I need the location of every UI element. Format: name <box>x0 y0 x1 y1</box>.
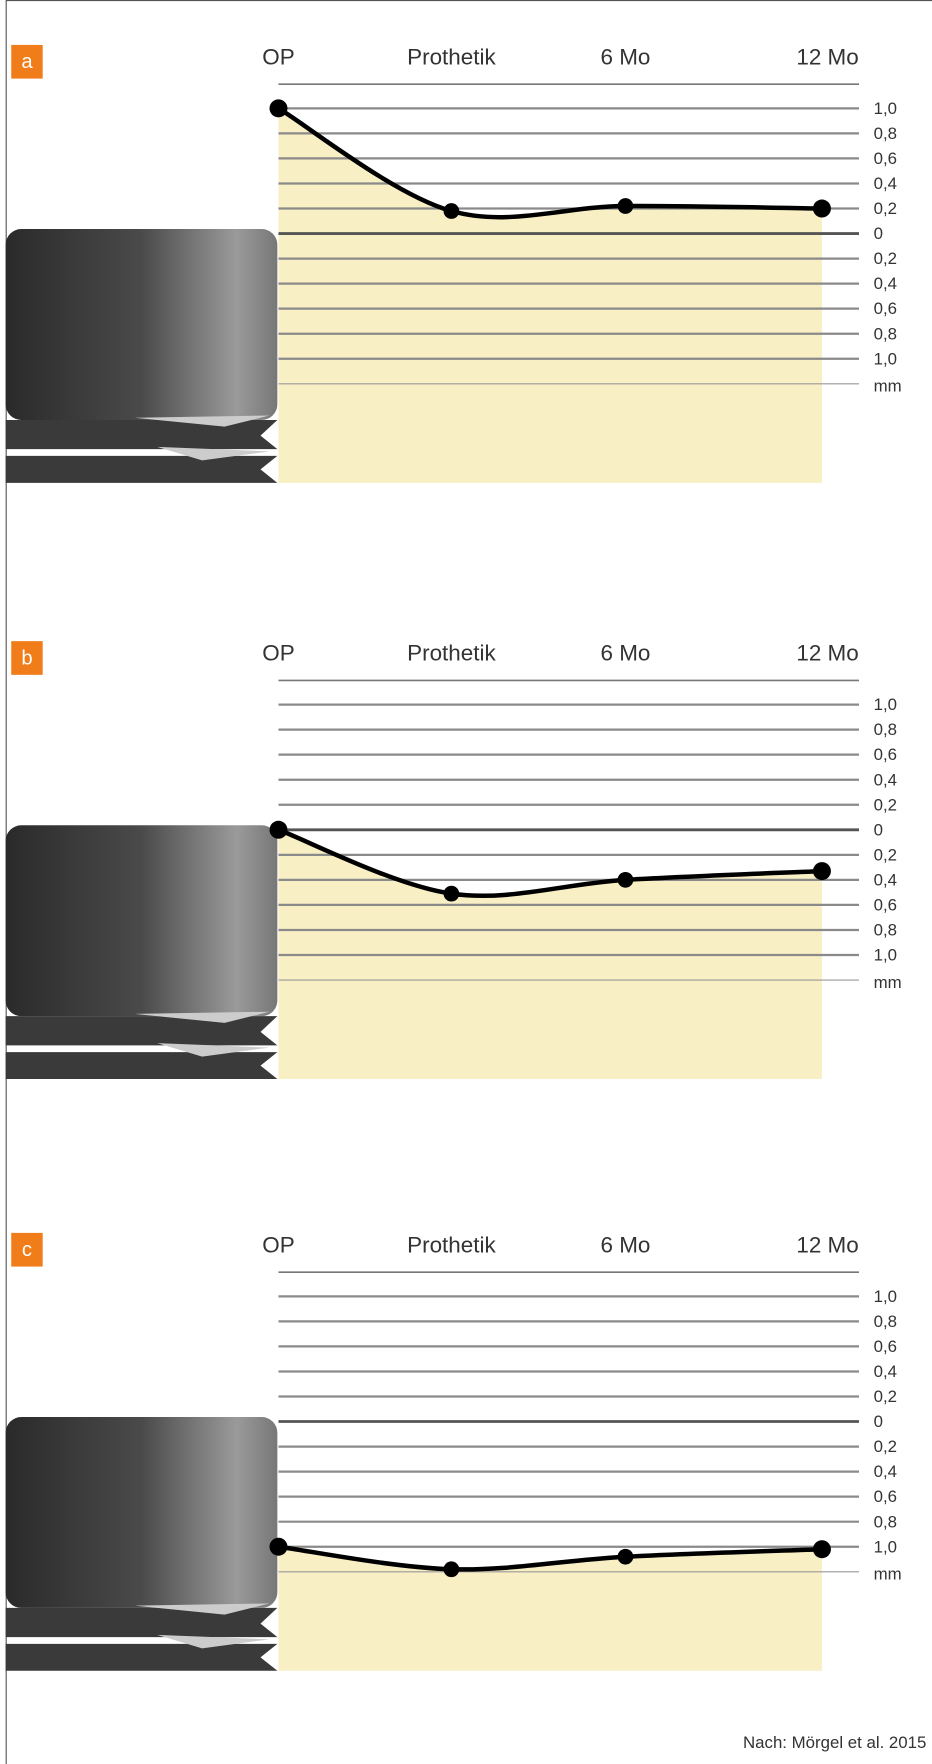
x-tick-label: OP <box>262 1232 294 1257</box>
x-tick-label: Prothetik <box>407 1232 496 1257</box>
y-tick-label: 0,8 <box>874 324 897 343</box>
x-tick-label: 6 Mo <box>600 641 650 666</box>
y-tick-label: 0,8 <box>874 1512 897 1531</box>
y-axis-label: mm <box>874 377 902 396</box>
y-tick-label: 0,2 <box>874 795 897 814</box>
y-tick-label: 0,8 <box>874 921 897 940</box>
y-tick-label: 0,8 <box>874 720 897 739</box>
y-tick-label: 0,6 <box>874 149 897 168</box>
point <box>812 1540 831 1559</box>
panel-label: b <box>21 647 32 669</box>
point <box>812 199 831 218</box>
y-tick-label: 0 <box>874 820 883 839</box>
x-tick-label: 12 Mo <box>796 44 858 69</box>
y-tick-label: 0,6 <box>874 1487 897 1506</box>
implant-thread <box>5 1016 278 1080</box>
y-tick-label: 1,0 <box>874 1537 897 1556</box>
point <box>269 1537 288 1556</box>
implant-highlight <box>134 415 270 461</box>
y-tick-label: 0,2 <box>874 1387 897 1406</box>
implant <box>5 229 278 420</box>
line <box>278 1544 823 1572</box>
y-tick-label: 0,8 <box>874 1312 897 1331</box>
implant-highlight <box>134 1603 270 1649</box>
x-tick-label: 6 Mo <box>600 1232 650 1257</box>
line <box>277 106 822 220</box>
y-tick-label: 0,6 <box>874 745 897 764</box>
y-tick-label: 1,0 <box>874 946 897 965</box>
y-tick-label: 0,4 <box>874 1462 897 1481</box>
point <box>443 203 460 219</box>
y-tick-label: 0,2 <box>874 199 897 218</box>
panel-badge <box>11 1232 43 1267</box>
panel-badge <box>11 44 43 79</box>
y-tick-label: 1,0 <box>874 1287 897 1306</box>
y-tick-label: 1,0 <box>874 349 897 368</box>
point <box>443 1561 460 1578</box>
y-tick-label: 0,6 <box>874 1337 897 1356</box>
area <box>278 108 822 483</box>
y-tick-label: 0,4 <box>874 1362 897 1381</box>
y-tick-label: 0,2 <box>874 1437 897 1456</box>
point <box>269 99 288 118</box>
y-tick-label: 0,2 <box>874 845 897 864</box>
y-tick-label: 0,4 <box>874 174 897 193</box>
y-tick-label: 1,0 <box>874 99 897 118</box>
y-tick-label: 0,8 <box>874 124 897 143</box>
x-tick-label: Prothetik <box>407 44 496 69</box>
implant-thread <box>5 419 278 483</box>
panel-badge <box>11 641 43 675</box>
y-axis-label: mm <box>874 1565 902 1584</box>
implant-thread <box>5 1607 278 1671</box>
point <box>617 1548 634 1565</box>
y-tick-label: 0,4 <box>874 274 897 293</box>
panel-label: a <box>21 51 33 73</box>
y-tick-label: 0,2 <box>874 249 897 268</box>
point <box>617 872 634 888</box>
panel-label: c <box>22 1239 32 1261</box>
y-tick-label: 1,0 <box>874 695 897 714</box>
x-tick-label: OP <box>262 641 294 666</box>
y-tick-label: 0,6 <box>874 299 897 318</box>
x-tick-label: 12 Mo <box>796 1232 858 1257</box>
point <box>812 862 831 881</box>
x-tick-label: Prothetik <box>407 641 496 666</box>
point <box>269 820 288 839</box>
y-tick-label: 0 <box>874 1412 883 1431</box>
implant <box>5 825 278 1017</box>
y-axis-label: mm <box>874 973 902 992</box>
line <box>277 827 823 898</box>
point <box>443 885 460 902</box>
x-tick-label: 6 Mo <box>600 44 650 69</box>
point <box>617 198 634 214</box>
x-tick-label: 12 Mo <box>796 641 858 666</box>
x-tick-label: OP <box>262 44 294 69</box>
area <box>278 1546 822 1671</box>
implant-highlight <box>134 1011 270 1057</box>
implant <box>5 1417 278 1608</box>
y-tick-label: 0 <box>874 224 883 243</box>
y-tick-label: 0,4 <box>874 870 897 889</box>
y-tick-label: 0,6 <box>874 895 897 914</box>
source: Nach: Mörgel et al. 2015 <box>743 1733 926 1752</box>
y-tick-label: 0,4 <box>874 770 897 789</box>
